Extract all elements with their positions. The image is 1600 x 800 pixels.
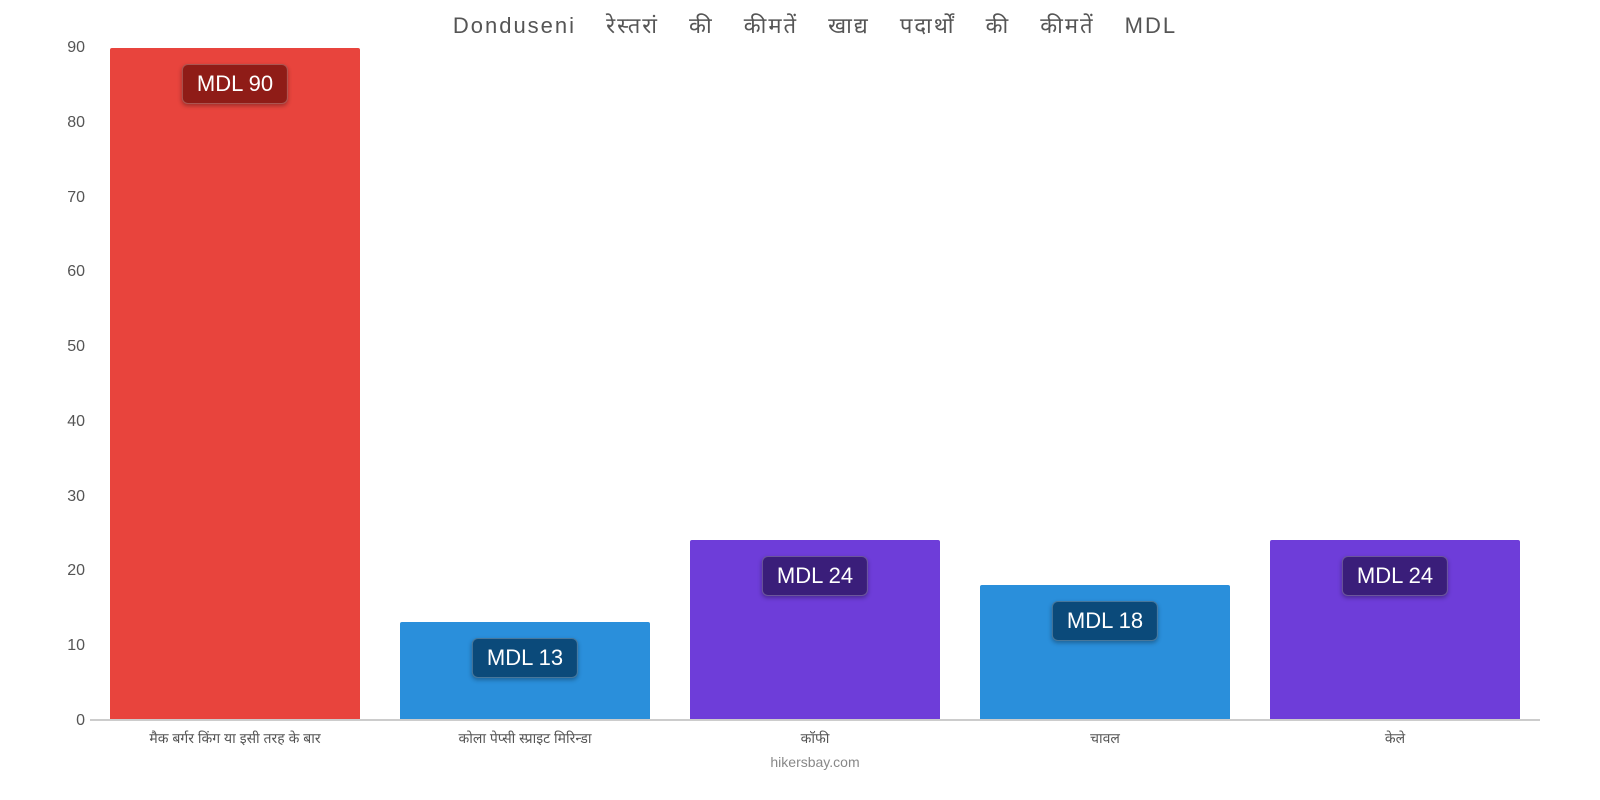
bar-slot: MDL 18 — [960, 48, 1250, 719]
value-badge: MDL 24 — [762, 556, 868, 596]
x-axis: मैक बर्गर किंग या इसी तरह के बारकोला पेप… — [90, 729, 1540, 748]
bar: MDL 18 — [980, 585, 1229, 719]
x-label: केले — [1250, 729, 1540, 748]
bar-slot: MDL 24 — [1250, 48, 1540, 719]
chart-title: Donduseni रेस्तरां की कीमतें खाद्य पदार्… — [90, 10, 1540, 40]
y-tick: 60 — [40, 263, 85, 281]
bars-group: MDL 90 MDL 13 MDL 24 MDL 18 MDL 24 — [90, 48, 1540, 719]
x-label: कॉफी — [670, 729, 960, 748]
y-axis: 0102030405060708090 — [40, 48, 85, 721]
bar: MDL 24 — [1270, 540, 1519, 719]
y-tick: 0 — [40, 712, 85, 730]
value-badge: MDL 90 — [182, 64, 288, 104]
value-badge: MDL 18 — [1052, 601, 1158, 641]
bar-slot: MDL 90 — [90, 48, 380, 719]
bar-slot: MDL 24 — [670, 48, 960, 719]
bar: MDL 24 — [690, 540, 939, 719]
y-tick: 10 — [40, 637, 85, 655]
y-tick: 40 — [40, 413, 85, 431]
x-label: मैक बर्गर किंग या इसी तरह के बार — [90, 729, 380, 748]
y-tick: 70 — [40, 189, 85, 207]
x-label: चावल — [960, 729, 1250, 748]
y-tick: 50 — [40, 338, 85, 356]
bar-slot: MDL 13 — [380, 48, 670, 719]
bar: MDL 13 — [400, 622, 649, 719]
y-tick: 80 — [40, 114, 85, 132]
y-tick: 90 — [40, 39, 85, 57]
y-tick: 20 — [40, 562, 85, 580]
value-badge: MDL 13 — [472, 638, 578, 678]
plot-area: MDL 90 MDL 13 MDL 24 MDL 18 MDL 24 — [90, 48, 1540, 721]
price-bar-chart: Donduseni रेस्तरां की कीमतें खाद्य पदार्… — [0, 0, 1600, 800]
value-badge: MDL 24 — [1342, 556, 1448, 596]
bar: MDL 90 — [110, 48, 359, 719]
attribution: hikersbay.com — [90, 754, 1540, 770]
x-label: कोला पेप्सी स्प्राइट मिरिन्डा — [380, 729, 670, 748]
plot: 0102030405060708090 MDL 90MDL 13MDL 24MD… — [90, 48, 1540, 721]
y-tick: 30 — [40, 488, 85, 506]
